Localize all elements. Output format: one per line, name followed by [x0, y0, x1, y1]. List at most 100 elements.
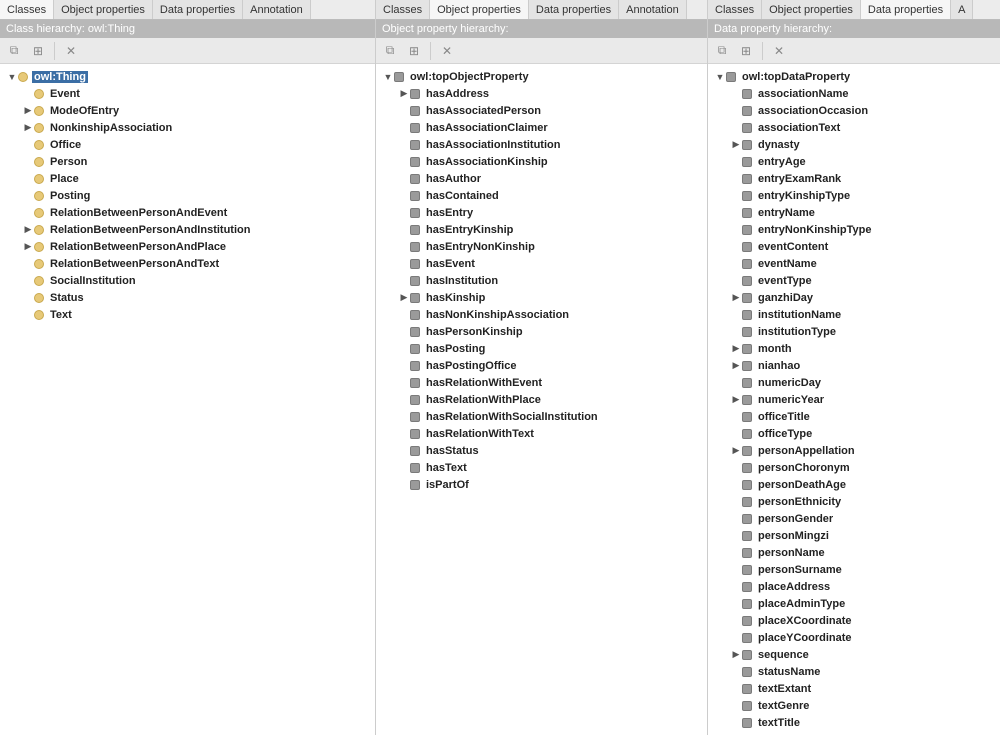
tree-node[interactable]: hasRelationWithPlace	[378, 391, 705, 408]
tree-node[interactable]: entryAge	[710, 153, 998, 170]
tree-node[interactable]: associationName	[710, 85, 998, 102]
tab-annotation-truncated[interactable]: A	[951, 0, 973, 19]
tree-node[interactable]: RelationBetweenPersonAndEvent	[2, 204, 373, 221]
tree-node[interactable]: hasEvent	[378, 255, 705, 272]
tree-node[interactable]: personName	[710, 544, 998, 561]
tree-node[interactable]: associationOccasion	[710, 102, 998, 119]
tree-node[interactable]: hasInstitution	[378, 272, 705, 289]
add-subclass-icon[interactable]: ⧉	[4, 41, 24, 61]
tree-node[interactable]: statusName	[710, 663, 998, 680]
tree-node[interactable]: Posting	[2, 187, 373, 204]
tree-node[interactable]: eventContent	[710, 238, 998, 255]
tree-node[interactable]: associationText	[710, 119, 998, 136]
tree-node[interactable]: hasEntryNonKinship	[378, 238, 705, 255]
tree-node[interactable]: officeTitle	[710, 408, 998, 425]
tree-node[interactable]: ▶dynasty	[710, 136, 998, 153]
tab-data-properties[interactable]: Data properties	[529, 0, 619, 19]
tree-node[interactable]: hasEntryKinship	[378, 221, 705, 238]
tree-node[interactable]: hasAuthor	[378, 170, 705, 187]
tree-node[interactable]: hasNonKinshipAssociation	[378, 306, 705, 323]
collapse-icon[interactable]: ▼	[714, 72, 726, 82]
tree-node[interactable]: institutionType	[710, 323, 998, 340]
tab-classes[interactable]: Classes	[0, 0, 54, 20]
tree-node[interactable]: personGender	[710, 510, 998, 527]
tab-object-properties[interactable]: Object properties	[430, 0, 529, 20]
expand-icon[interactable]: ▶	[22, 224, 34, 235]
data-property-hierarchy-tree[interactable]: ▼owl:topDataPropertyassociationNameassoc…	[708, 64, 1000, 735]
expand-icon[interactable]: ▶	[398, 88, 410, 99]
tree-node[interactable]: hasAssociationClaimer	[378, 119, 705, 136]
tree-node[interactable]: hasContained	[378, 187, 705, 204]
tree-node[interactable]: hasStatus	[378, 442, 705, 459]
tree-node[interactable]: textTitle	[710, 714, 998, 731]
tab-annotation[interactable]: Annotation	[619, 0, 687, 19]
tree-node[interactable]: SocialInstitution	[2, 272, 373, 289]
tree-node[interactable]: isPartOf	[378, 476, 705, 493]
tree-node[interactable]: ▶RelationBetweenPersonAndInstitution	[2, 221, 373, 238]
delete-icon[interactable]: ✕	[61, 41, 81, 61]
tree-node[interactable]: hasAssociationInstitution	[378, 136, 705, 153]
tree-node[interactable]: personMingzi	[710, 527, 998, 544]
tree-node[interactable]: hasRelationWithText	[378, 425, 705, 442]
expand-icon[interactable]: ▶	[730, 292, 742, 303]
tree-node[interactable]: ▶hasKinship	[378, 289, 705, 306]
expand-icon[interactable]: ▶	[398, 292, 410, 303]
tree-node[interactable]: ▼owl:topObjectProperty	[378, 68, 705, 85]
tree-node[interactable]: ▶NonkinshipAssociation	[2, 119, 373, 136]
tab-data-properties[interactable]: Data properties	[861, 0, 951, 20]
tree-node[interactable]: placeAdminType	[710, 595, 998, 612]
tree-node[interactable]: entryExamRank	[710, 170, 998, 187]
expand-icon[interactable]: ▶	[22, 122, 34, 133]
tree-node[interactable]: ▶month	[710, 340, 998, 357]
tree-node[interactable]: entryName	[710, 204, 998, 221]
add-sibling-icon[interactable]: ⊞	[28, 41, 48, 61]
tree-node[interactable]: personSurname	[710, 561, 998, 578]
tree-node[interactable]: textGenre	[710, 697, 998, 714]
expand-icon[interactable]: ▶	[22, 241, 34, 252]
tree-node[interactable]: entryKinshipType	[710, 187, 998, 204]
add-sibling-icon[interactable]: ⊞	[404, 41, 424, 61]
tree-node[interactable]: RelationBetweenPersonAndText	[2, 255, 373, 272]
tree-node[interactable]: numericDay	[710, 374, 998, 391]
tree-node[interactable]: Text	[2, 306, 373, 323]
tab-annotation[interactable]: Annotation	[243, 0, 311, 19]
expand-icon[interactable]: ▶	[730, 445, 742, 456]
tree-node[interactable]: ▶personAppellation	[710, 442, 998, 459]
tree-node[interactable]: hasRelationWithSocialInstitution	[378, 408, 705, 425]
expand-icon[interactable]: ▶	[730, 394, 742, 405]
tab-data-properties[interactable]: Data properties	[153, 0, 243, 19]
add-subprop-icon[interactable]: ⧉	[380, 41, 400, 61]
delete-icon[interactable]: ✕	[769, 41, 789, 61]
tree-node[interactable]: officeType	[710, 425, 998, 442]
tree-node[interactable]: eventType	[710, 272, 998, 289]
tree-node[interactable]: Person	[2, 153, 373, 170]
tree-node[interactable]: institutionName	[710, 306, 998, 323]
class-hierarchy-tree[interactable]: ▼owl:ThingEvent▶ModeOfEntry▶NonkinshipAs…	[0, 64, 375, 735]
tree-node[interactable]: hasRelationWithEvent	[378, 374, 705, 391]
tree-node[interactable]: ▶ModeOfEntry	[2, 102, 373, 119]
tab-classes[interactable]: Classes	[376, 0, 430, 19]
object-property-hierarchy-tree[interactable]: ▼owl:topObjectProperty▶hasAddresshasAsso…	[376, 64, 707, 735]
tree-node[interactable]: placeAddress	[710, 578, 998, 595]
tab-classes[interactable]: Classes	[708, 0, 762, 19]
tree-node[interactable]: Office	[2, 136, 373, 153]
expand-icon[interactable]: ▶	[22, 105, 34, 116]
tree-node[interactable]: personChoronym	[710, 459, 998, 476]
tree-node[interactable]: ▶numericYear	[710, 391, 998, 408]
tree-node[interactable]: Event	[2, 85, 373, 102]
tree-node[interactable]: personEthnicity	[710, 493, 998, 510]
tree-node[interactable]: hasText	[378, 459, 705, 476]
tree-node[interactable]: eventName	[710, 255, 998, 272]
add-subprop-icon[interactable]: ⧉	[712, 41, 732, 61]
tree-node[interactable]: hasPosting	[378, 340, 705, 357]
tree-node[interactable]: Place	[2, 170, 373, 187]
collapse-icon[interactable]: ▼	[382, 72, 394, 82]
delete-icon[interactable]: ✕	[437, 41, 457, 61]
tree-node[interactable]: ▼owl:Thing	[2, 68, 373, 85]
tree-node[interactable]: textExtant	[710, 680, 998, 697]
tree-node[interactable]: entryNonKinshipType	[710, 221, 998, 238]
expand-icon[interactable]: ▶	[730, 139, 742, 150]
tree-node[interactable]: ▶sequence	[710, 646, 998, 663]
tree-node[interactable]: hasPersonKinship	[378, 323, 705, 340]
tree-node[interactable]: hasAssociationKinship	[378, 153, 705, 170]
